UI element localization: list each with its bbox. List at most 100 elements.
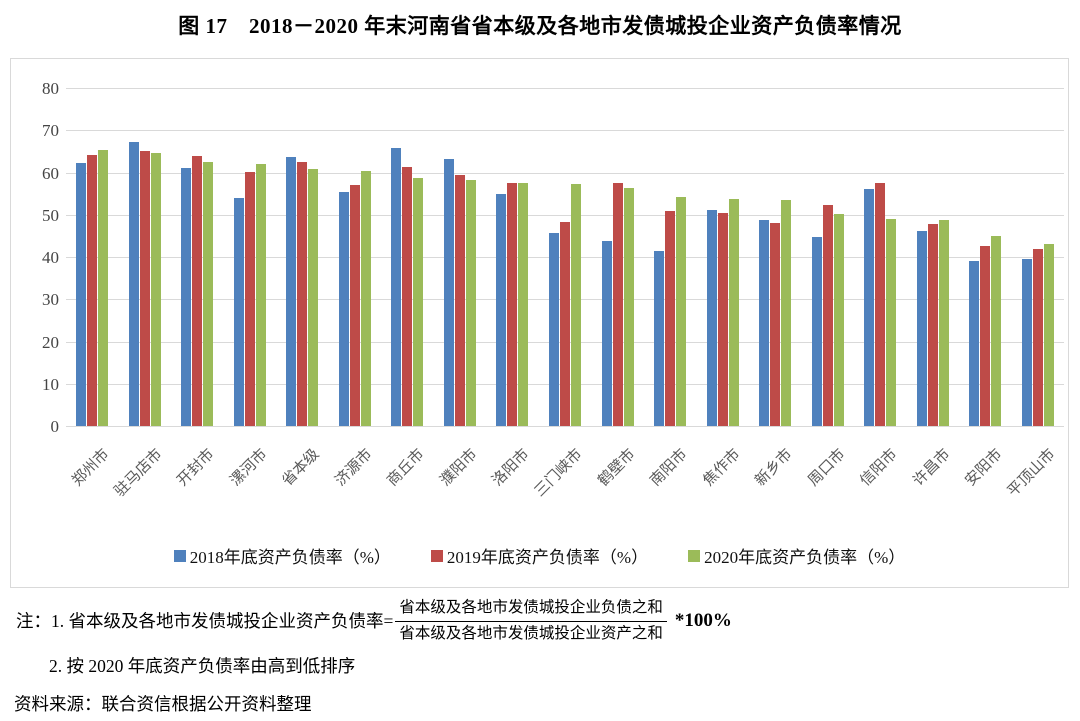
bar-郑州市-2018: [76, 162, 87, 426]
chart-legend: 2018年底资产负债率（%） 2019年底资产负债率（%） 2020年底资产负债率（…: [11, 543, 1068, 568]
bar-周口市-2019: [822, 205, 833, 426]
note-1: 注：1. 省本级及各地市发债城投企业资产负债率= 省本级及各地市发债城投企业负债…: [16, 597, 732, 645]
x-tick-label-濮阳市: 濮阳市: [437, 446, 481, 490]
y-tick-label-70: 70: [42, 121, 59, 141]
bar-三门峡市-2020: [571, 183, 581, 426]
x-tick-label-信阳市: 信阳市: [857, 446, 901, 490]
legend-label: 2019年底资产负债率（%）: [446, 548, 649, 567]
gridline-70: [66, 130, 1064, 132]
bar-开封市-2018: [181, 167, 192, 426]
bar-省本级-2020: [308, 168, 319, 426]
bar-信阳市-2020: [886, 218, 897, 426]
bar-商丘市-2018: [391, 147, 402, 426]
bar-省本级-2019: [297, 161, 308, 426]
note-1-prefix: 注：1. 省本级及各地市发债城投企业资产负债率=: [16, 611, 394, 632]
bar-驻马店市-2020: [150, 153, 161, 426]
bar-焦作市-2019: [717, 213, 728, 426]
bar-濮阳市-2019: [454, 174, 465, 426]
x-tick-label-平顶山市: 平顶山市: [1004, 446, 1059, 501]
note-2: 2. 按 2020 年底资产负债率由高到低排序: [49, 656, 356, 676]
legend-label: 2018年底资产负债率（%）: [189, 548, 391, 567]
y-tick-label-60: 60: [42, 163, 59, 183]
x-tick-label-洛阳市: 洛阳市: [489, 446, 534, 490]
legend-swatch-icon: [688, 549, 701, 562]
x-tick-label-许昌市: 许昌市: [910, 446, 954, 490]
bar-许昌市-2019: [927, 223, 938, 426]
x-tick-label-漯河市: 漯河市: [227, 446, 271, 490]
x-tick-label-安阳市: 安阳市: [962, 446, 1006, 490]
legend-label: 2020年底资产负债率（%）: [704, 548, 906, 567]
source-line: 资料来源：联合资信根据公开资料整理: [14, 694, 312, 714]
x-tick-label-焦作市: 焦作市: [700, 446, 744, 490]
y-tick-label-50: 50: [42, 205, 59, 225]
bar-漯河市-2020: [255, 164, 266, 426]
x-tick-label-郑州市: 郑州市: [69, 446, 113, 490]
bar-新乡市-2020: [781, 200, 792, 426]
bar-南阳市-2019: [665, 210, 676, 426]
bar-驻马店市-2018: [128, 141, 139, 426]
bar-信阳市-2019: [875, 183, 886, 426]
formula-denominator: 省本级及各地市发债城投企业资产之和: [399, 624, 663, 642]
bar-郑州市-2020: [98, 149, 109, 426]
bar-濮阳市-2018: [443, 158, 454, 426]
bar-商丘市-2020: [413, 177, 424, 426]
bar-安阳市-2020: [991, 236, 1002, 426]
bar-南阳市-2018: [654, 250, 665, 426]
bar-新乡市-2019: [770, 222, 781, 426]
x-tick-label-三门峡市: 三门峡市: [531, 446, 586, 501]
bar-济源市-2019: [349, 185, 360, 426]
y-tick-label-30: 30: [42, 290, 59, 310]
bar-周口市-2018: [811, 236, 822, 426]
bar-安阳市-2019: [980, 245, 991, 426]
gridline-60: [66, 172, 1064, 174]
bar-洛阳市-2019: [507, 183, 518, 426]
bar-许昌市-2020: [938, 220, 949, 426]
bar-信阳市-2018: [864, 188, 875, 426]
bar-商丘市-2019: [402, 167, 413, 426]
bar-鹤壁市-2019: [612, 183, 623, 426]
x-tick-label-驻马店市: 驻马店市: [111, 446, 166, 501]
bar-濮阳市-2020: [465, 179, 476, 426]
bar-洛阳市-2018: [496, 194, 507, 426]
legend-swatch-icon: [173, 549, 186, 562]
bar-南阳市-2020: [676, 197, 687, 426]
y-tick-label-80: 80: [42, 79, 59, 98]
y-tick-label-40: 40: [42, 248, 59, 267]
gridline-80: [66, 88, 1064, 89]
bar-济源市-2018: [338, 191, 349, 426]
y-tick-label-0: 0: [50, 417, 60, 436]
formula-numerator: 省本级及各地市发债城投企业负债之和: [395, 597, 667, 622]
bar-鹤壁市-2020: [623, 188, 634, 426]
bar-安阳市-2018: [969, 261, 980, 426]
x-tick-label-开封市: 开封市: [174, 446, 218, 490]
bar-焦作市-2018: [706, 209, 717, 426]
gridline-50: [66, 214, 1064, 216]
formula-fraction: 省本级及各地市发债城投企业负债之和 省本级及各地市发债城投企业资产之和: [395, 597, 667, 645]
bar-鹤壁市-2018: [601, 241, 612, 426]
bar-开封市-2019: [192, 156, 203, 426]
x-tick-label-新乡市: 新乡市: [752, 446, 796, 490]
legend-item: 2019年底资产负债率（%）: [430, 543, 649, 568]
page-title: 图 17 2018－2020 年末河南省省本级及各地市发债城投企业资产负债率情况: [178, 14, 902, 38]
legend-item: 2020年底资产负债率（%）: [688, 543, 905, 568]
bar-驻马店市-2019: [139, 150, 150, 426]
legend-swatch-icon: [430, 549, 443, 562]
bar-省本级-2018: [286, 156, 297, 426]
bar-chart: 0 10 20 30 40 50 60 70 80 郑州市 驻马店市 开封市 漯河市 省本级 济源市 商丘市…: [10, 58, 1069, 588]
gridline-0: [66, 426, 1064, 427]
bar-郑州市-2019: [87, 154, 98, 426]
bar-漯河市-2019: [244, 171, 255, 426]
x-tick-label-南阳市: 南阳市: [647, 446, 691, 490]
bar-开封市-2020: [203, 161, 214, 426]
bar-焦作市-2020: [728, 198, 739, 426]
bar-平顶山市-2018: [1021, 258, 1032, 426]
bar-许昌市-2018: [916, 231, 927, 426]
bar-济源市-2020: [360, 171, 371, 426]
bar-平顶山市-2020: [1043, 244, 1054, 426]
bar-洛阳市-2020: [518, 183, 529, 426]
y-tick-label-20: 20: [42, 332, 59, 352]
bar-周口市-2020: [833, 213, 844, 426]
bar-新乡市-2018: [759, 219, 770, 426]
x-tick-label-周口市: 周口市: [805, 446, 849, 490]
bar-三门峡市-2018: [549, 233, 559, 426]
